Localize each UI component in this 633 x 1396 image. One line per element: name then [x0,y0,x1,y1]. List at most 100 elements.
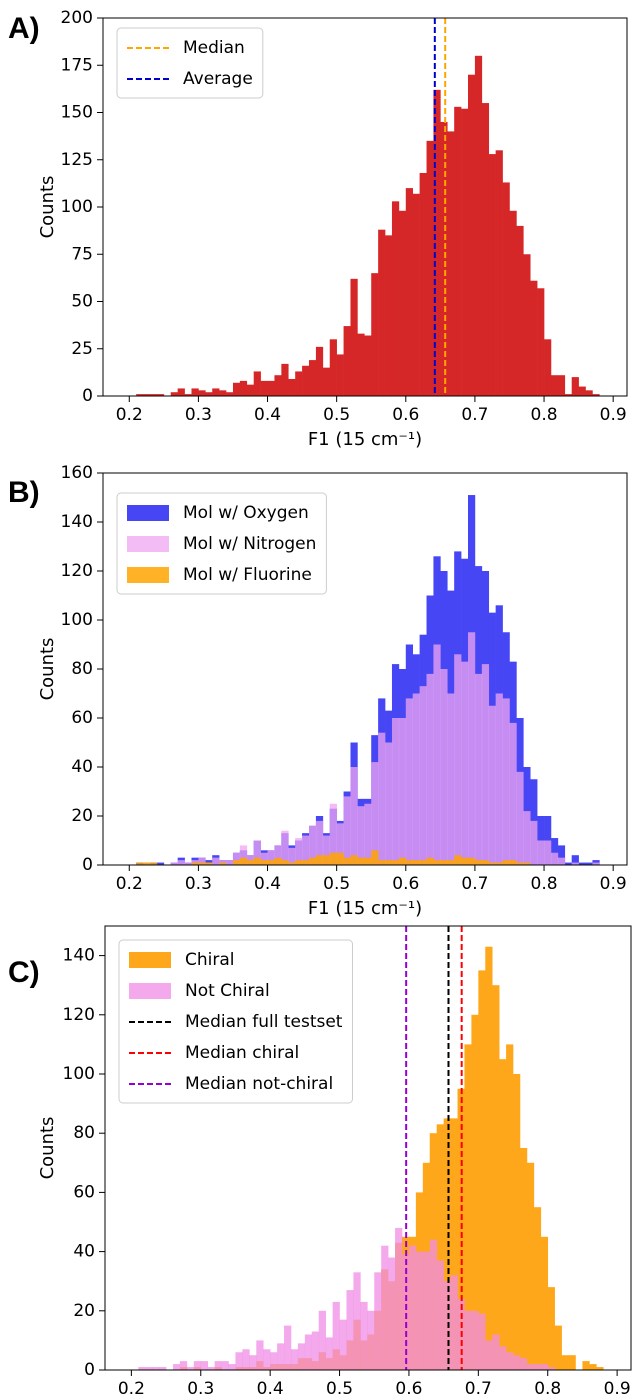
y-tick-label: 100 [61,197,93,217]
legend-swatch [127,536,169,552]
hist-bar [544,840,552,865]
hist-bar [471,1014,479,1370]
y-tick-label: 150 [61,103,93,123]
hist-bar [557,857,566,865]
hist-bar [322,855,331,865]
hist-bar [461,857,469,865]
hist-bar [464,1310,472,1370]
plot-frame [104,925,632,1371]
hist-bar [550,838,559,865]
hist-bar [582,1361,590,1370]
hist-bar [315,346,324,396]
hist-bar [173,1364,181,1370]
hist-bar [219,390,227,396]
legend-swatch [127,567,169,583]
hist-bar [433,860,441,865]
hist-bar [564,862,572,865]
hist-bar [371,762,379,865]
hist-bar [398,210,407,396]
hist-bar [343,796,351,865]
hist-bar [295,371,303,396]
hist-bar [242,1349,250,1370]
legend-label: Mol w/ Nitrogen [183,534,316,554]
hist-bar [357,333,365,396]
hist-bar [530,820,538,865]
hist-bar [537,840,545,865]
x-tick-label: 0.2 [118,1379,145,1396]
hist-bar [253,840,261,865]
y-tick-label: 100 [61,610,93,630]
y-tick-label: 80 [73,1123,95,1143]
hist-bar [568,1355,576,1370]
x-tick-label: 0.4 [254,874,281,894]
hist-bar [461,661,469,865]
hist-bar [509,860,517,865]
hist-bar [260,852,268,865]
hist-bar [571,855,579,865]
hist-bar [267,860,275,865]
hist-bar [311,1331,320,1370]
hist-bar [371,273,379,396]
hist-bar [191,388,199,396]
hist-bar [290,1349,299,1370]
hist-bar [550,852,559,865]
hist-bar [385,235,393,396]
y-tick-label: 20 [73,1301,95,1321]
hist-bar [585,862,593,865]
hist-bar [260,860,268,865]
legend-label: Chiral [185,950,235,970]
x-tick-label: 0.3 [187,1379,214,1396]
hist-bar [239,857,248,865]
hist-bar [212,388,220,396]
hist-bar [516,225,524,396]
y-tick-label: 50 [71,292,93,312]
hist-bar [367,1310,375,1370]
hist-bar [468,74,476,396]
hist-bar [143,394,151,396]
legend-label: Median [183,38,245,58]
legend-frame [116,492,327,595]
hist-bar [235,1352,243,1370]
hist-bar [228,1364,236,1370]
hist-bar [364,857,372,865]
hist-bar [170,392,178,396]
hist-bar [499,1059,507,1370]
y-tick-label: 40 [73,1242,95,1262]
hist-bar [343,857,351,865]
hist-bar [495,862,503,865]
x-tick-label: 0.8 [531,874,558,894]
hist-bar [471,1310,479,1370]
hist-bar [136,394,144,396]
hist-bar [150,394,158,396]
hist-bar [378,229,386,396]
hist-bar [277,1343,285,1370]
y-tick-label: 20 [71,806,93,826]
panel: B) 0.2 0.3 0.4 0.5 0.6 0.7 0.8 0.9 0 20 40 60 80 100 12… [8,463,628,919]
hist-bar [325,1337,333,1370]
hist-bar [226,392,234,396]
hist-bar [405,860,413,865]
hist-bar [443,1281,451,1370]
hist-bar [488,154,496,396]
x-tick-label: 0.4 [254,405,281,425]
y-tick-label: 120 [63,1005,95,1025]
x-tick-label: 0.2 [116,405,143,425]
hist-bar [405,698,413,865]
hist-bar [523,254,531,396]
hist-bar [329,852,337,865]
panel: A) 0.2 0.3 0.4 0.5 0.6 0.7 0.8 0.9 0 25 50 75 100 125 1… [8,8,628,450]
hist-bar [447,131,455,396]
hist-bar [322,367,331,396]
hist-bar [267,380,275,396]
hist-bar [395,1227,403,1370]
hist-bar [371,850,379,865]
hist-bar [547,1367,555,1370]
hist-bar [589,1364,597,1370]
x-tick-label: 0.9 [600,874,627,894]
hist-bar [481,860,490,865]
hist-bar [447,860,455,865]
hist-bar [454,106,462,396]
hist-bar [564,394,572,396]
hist-bar [513,1355,521,1370]
hist-bar [350,855,358,865]
